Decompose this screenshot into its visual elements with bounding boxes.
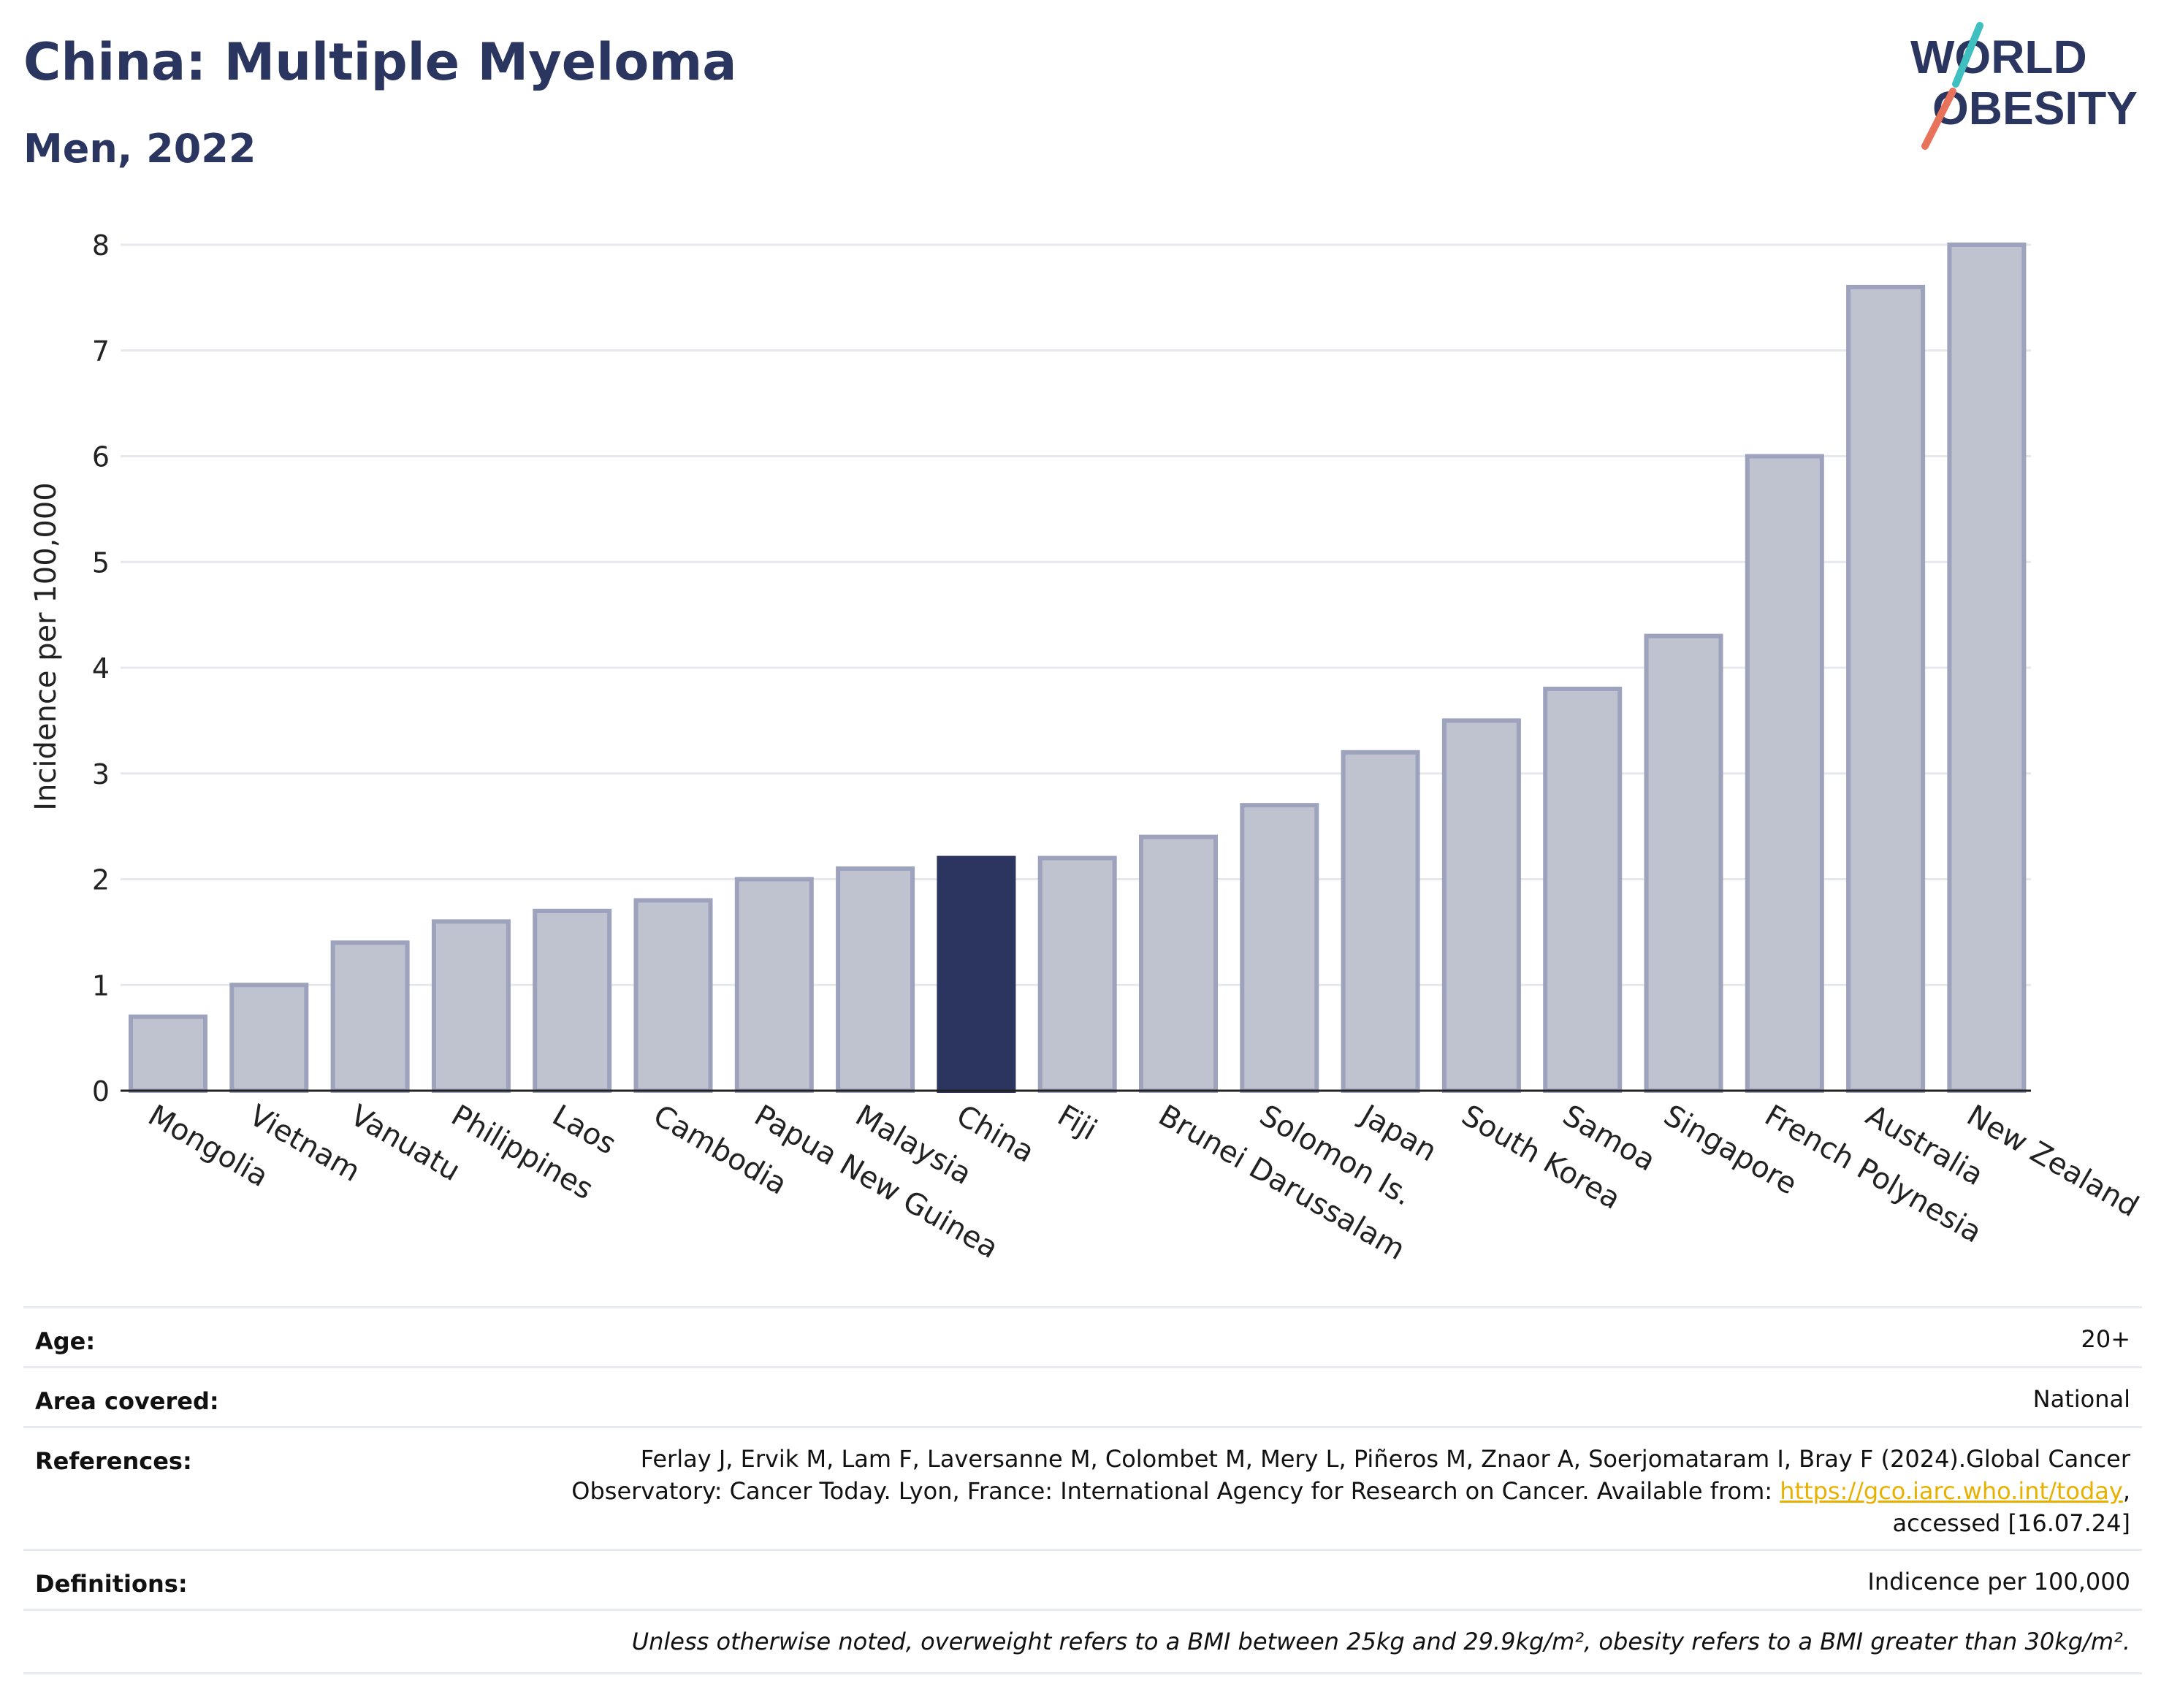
bar-japan <box>1341 750 1420 1094</box>
info-row-footnote: Unless otherwise noted, overweight refer… <box>23 1609 2142 1674</box>
bar-vanuatu <box>330 940 410 1093</box>
bar-cambodia <box>633 898 713 1093</box>
logo-slash-teal <box>1952 22 1983 88</box>
info-row-definitions: Definitions: Indicence per 100,000 <box>23 1549 2142 1611</box>
info-row-area: Area covered: National <box>23 1366 2142 1428</box>
area-value: National <box>2032 1385 2130 1413</box>
bar-french-polynesia <box>1745 454 1824 1093</box>
bar-solomon-is <box>1240 803 1319 1094</box>
bar-china <box>937 855 1016 1094</box>
y-tick-label: 4 <box>92 652 110 685</box>
y-axis-ticks: 0 1 2 3 4 5 6 7 8 <box>92 229 110 1107</box>
bar-singapore <box>1644 633 1723 1093</box>
bar-brunei-darussalam <box>1139 834 1218 1093</box>
logo-line1: WORLD <box>1910 31 2087 83</box>
info-row-age: Age: 20+ <box>23 1306 2142 1368</box>
references-line2-end: , <box>2122 1477 2130 1505</box>
y-tick-label: 6 <box>92 441 110 473</box>
y-tick-label: 7 <box>92 335 110 367</box>
age-label: Age: <box>35 1327 96 1355</box>
bar-south-korea <box>1441 718 1521 1093</box>
bar-papua-new-guinea <box>734 877 814 1093</box>
definitions-label: Definitions: <box>35 1570 188 1598</box>
references-link[interactable]: https://gco.iarc.who.int/today <box>1780 1477 2123 1505</box>
logo-line2: OBESITY <box>1932 82 2138 134</box>
area-label: Area covered: <box>35 1387 219 1415</box>
references-line2: Observatory: Cancer Today. Lyon, France:… <box>571 1475 2130 1507</box>
y-tick-label: 5 <box>92 546 110 579</box>
definitions-value: Indicence per 100,000 <box>1867 1568 2130 1595</box>
bar-malaysia <box>836 866 915 1094</box>
bar-vietnam <box>229 983 309 1093</box>
references-line2-text: Observatory: Cancer Today. Lyon, France:… <box>571 1477 1780 1505</box>
x-tick-label: Vanuatu <box>345 1099 466 1188</box>
y-tick-label: 1 <box>92 969 110 1002</box>
logo-slash-coral <box>1921 88 1956 150</box>
bar-laos <box>533 908 612 1094</box>
y-tick-label: 8 <box>92 229 110 262</box>
bar-fiji <box>1037 855 1117 1094</box>
references-line1: Ferlay J, Ervik M, Lam F, Laversanne M, … <box>640 1445 2130 1473</box>
bar-mongolia <box>129 1014 207 1094</box>
y-tick-label: 0 <box>92 1075 110 1107</box>
chart-title: China: Multiple Myeloma <box>23 32 737 92</box>
bar-chart: 0 1 2 3 4 5 6 7 8 MongoliaVietnamVanuatuPhilippi… <box>29 229 2144 1267</box>
bar-philippines <box>431 919 511 1094</box>
references-label: References: <box>35 1447 192 1475</box>
footnote: Unless otherwise noted, overweight refer… <box>631 1628 2130 1655</box>
x-tick-label: New Zealand <box>1961 1099 2144 1224</box>
world-obesity-logo: WORLD OBESITY <box>1910 22 2138 150</box>
info-row-references: References: Ferlay J, Ervik M, Lam F, La… <box>23 1426 2142 1551</box>
y-tick-label: 3 <box>92 758 110 790</box>
x-tick-label: Laos <box>546 1099 622 1162</box>
age-value: 20+ <box>2081 1325 2130 1353</box>
bar-australia <box>1846 284 1926 1093</box>
bars <box>129 243 2027 1094</box>
x-tick-label: Fiji <box>1052 1099 1102 1148</box>
y-axis-label: Incidence per 100,000 <box>29 482 63 811</box>
references-line3: accessed [16.07.24] <box>1892 1509 2130 1537</box>
bar-samoa <box>1543 686 1623 1093</box>
bar-new-zealand <box>1947 243 2027 1093</box>
y-tick-label: 2 <box>92 864 110 896</box>
references-value: Ferlay J, Ervik M, Lam F, Laversanne M, … <box>571 1443 2130 1539</box>
chart-subtitle: Men, 2022 <box>23 126 256 172</box>
